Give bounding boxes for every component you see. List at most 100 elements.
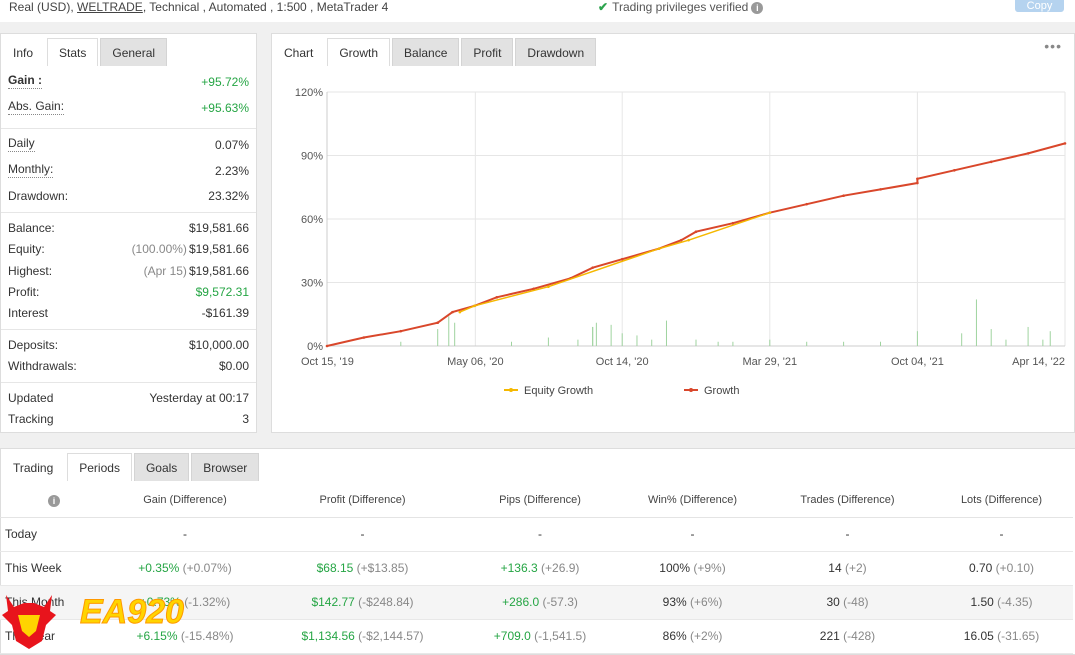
profit-cell: - bbox=[265, 517, 460, 552]
lots-value: - bbox=[999, 527, 1004, 541]
info-column-header: i bbox=[0, 483, 105, 518]
y-tick-label: 120% bbox=[295, 87, 323, 99]
profit-cell: $68.15 (+$13.85) bbox=[265, 551, 460, 586]
info-icon[interactable]: i bbox=[48, 494, 60, 507]
column-header[interactable]: Lots (Difference) bbox=[930, 483, 1073, 518]
lots-diff: (-31.65) bbox=[997, 629, 1040, 643]
trades-cell: 14 (+2) bbox=[765, 551, 930, 586]
profit-value: $9,572.31 bbox=[195, 285, 249, 299]
checkmark-icon: ✔ bbox=[598, 0, 609, 14]
win-cell: - bbox=[620, 517, 765, 552]
series-line-equity-growth bbox=[459, 211, 771, 313]
pips-diff: (+26.9) bbox=[541, 561, 580, 575]
trades-diff: (-48) bbox=[843, 595, 869, 609]
win-value: 100% bbox=[659, 561, 690, 575]
tab-growth[interactable]: Growth bbox=[327, 38, 391, 66]
pips-diff: (-1,541.5) bbox=[534, 629, 587, 643]
legend-label: Growth bbox=[704, 385, 739, 397]
tab-goals[interactable]: Goals bbox=[133, 453, 190, 481]
data-point bbox=[916, 177, 919, 181]
growth-chart[interactable]: 120% 90% 60% 30% 0% Oct 15, '19 May 06, '20 Oct… bbox=[272, 67, 1072, 433]
broker-link[interactable]: WELTRADE bbox=[77, 0, 143, 14]
data-point bbox=[916, 181, 919, 185]
trades-cell: 30 (-48) bbox=[765, 585, 930, 620]
tab-stats[interactable]: Stats bbox=[47, 38, 99, 66]
pips-diff: (-57.3) bbox=[542, 595, 578, 609]
tab-info[interactable]: Info bbox=[13, 46, 34, 60]
copy-button[interactable]: Copy bbox=[1015, 0, 1064, 12]
data-point bbox=[1063, 142, 1067, 145]
abs-gain-row: Abs. Gain: +95.63% bbox=[8, 99, 249, 117]
info-icon[interactable]: i bbox=[751, 2, 764, 14]
interest-label: Interest bbox=[8, 306, 49, 320]
profit-value: - bbox=[360, 527, 365, 541]
table-row: Today - - - - - - bbox=[0, 517, 1073, 552]
monthly-label[interactable]: Monthly: bbox=[8, 162, 54, 178]
pips-value: +709.0 bbox=[493, 629, 531, 643]
stats-tabs: Info Stats General bbox=[1, 34, 168, 66]
gain-value: - bbox=[183, 527, 187, 541]
withdrawals-row: Withdrawals: $0.00 bbox=[8, 357, 249, 375]
trades-cell: 221 (-428) bbox=[765, 619, 930, 654]
pips-cell: +286.0 (-57.3) bbox=[460, 585, 620, 620]
tab-profit[interactable]: Profit bbox=[461, 38, 514, 66]
daily-label[interactable]: Daily bbox=[8, 136, 35, 152]
profit-value: $1,134.56 bbox=[301, 629, 355, 643]
win-diff: (+2%) bbox=[690, 629, 723, 643]
tab-drawdown[interactable]: Drawdown bbox=[515, 38, 597, 66]
more-options-icon[interactable]: ••• bbox=[1044, 38, 1062, 54]
balance-value: $19,581.66 bbox=[188, 221, 249, 235]
column-header[interactable]: Profit (Difference) bbox=[265, 483, 460, 518]
periods-table: i Gain (Difference) Profit (Difference) … bbox=[0, 483, 1073, 654]
data-point bbox=[842, 194, 845, 198]
tab-general[interactable]: General bbox=[100, 38, 168, 66]
drawdown-label: Drawdown: bbox=[8, 189, 69, 203]
data-point bbox=[989, 160, 993, 164]
profit-diff: (-$2,144.57) bbox=[358, 629, 424, 643]
abs-gain-label[interactable]: Abs. Gain: bbox=[8, 99, 65, 115]
lots-diff: (+0.10) bbox=[995, 561, 1035, 575]
highest-label: Highest: bbox=[8, 264, 53, 278]
account-summary: Real (USD), WELTRADE, Technical , Automa… bbox=[9, 0, 388, 14]
row-label: Today bbox=[0, 517, 105, 552]
data-point bbox=[362, 336, 366, 339]
lots-cell: 0.70 (+0.10) bbox=[930, 551, 1073, 586]
tab-balance[interactable]: Balance bbox=[392, 38, 460, 66]
tab-browser[interactable]: Browser bbox=[191, 453, 260, 481]
tracking-value: 3 bbox=[242, 412, 249, 426]
tab-chart: Chart bbox=[284, 46, 314, 60]
tab-periods[interactable]: Periods bbox=[67, 453, 132, 481]
profit-label: Profit: bbox=[8, 285, 40, 299]
x-tick-label: Apr 14, '22 bbox=[1012, 356, 1065, 368]
y-tick-label: 30% bbox=[301, 278, 323, 290]
table-row: This Week +0.35% (+0.07%) $68.15 (+$13.8… bbox=[0, 551, 1073, 586]
win-cell: 93% (+6%) bbox=[620, 585, 765, 620]
column-header[interactable]: Pips (Difference) bbox=[460, 483, 620, 518]
x-tick-label: Oct 15, '19 bbox=[301, 356, 354, 368]
trades-diff: (-428) bbox=[843, 629, 876, 643]
column-header[interactable]: Trades (Difference) bbox=[765, 483, 930, 518]
gain-cell: +0.73% (-1.32%) bbox=[105, 585, 265, 620]
table-header: i Gain (Difference) Profit (Difference) … bbox=[0, 483, 1073, 518]
table-row: This Year +6.15% (-15.48%) $1,134.56 (-$… bbox=[0, 619, 1073, 654]
equity-label: Equity: bbox=[8, 242, 45, 256]
ea920-logo: EA920 bbox=[2, 593, 185, 649]
divider bbox=[1, 382, 256, 383]
trades-value: 221 bbox=[819, 629, 840, 643]
gain-diff: (+0.07%) bbox=[182, 561, 232, 575]
lots-cell: 16.05 (-31.65) bbox=[930, 619, 1073, 654]
gain-cell: +0.35% (+0.07%) bbox=[105, 551, 265, 586]
deposits-row: Deposits: $10,000.00 bbox=[8, 336, 249, 354]
profit-cell: $1,134.56 (-$2,144.57) bbox=[265, 619, 460, 654]
account-details: , Technical , Automated , 1:500 , MetaTr… bbox=[142, 0, 389, 14]
profit-value: $142.77 bbox=[311, 595, 355, 609]
pips-cell: - bbox=[460, 517, 620, 552]
data-point bbox=[768, 211, 772, 214]
win-diff: (+9%) bbox=[693, 561, 726, 575]
data-point bbox=[731, 221, 735, 225]
gain-label[interactable]: Gain : bbox=[8, 73, 43, 89]
column-header[interactable]: Gain (Difference) bbox=[105, 483, 265, 518]
data-point bbox=[495, 296, 499, 299]
highest-row: Highest: (Apr 15) $19,581.66 bbox=[8, 262, 249, 280]
column-header[interactable]: Win% (Difference) bbox=[620, 483, 765, 518]
